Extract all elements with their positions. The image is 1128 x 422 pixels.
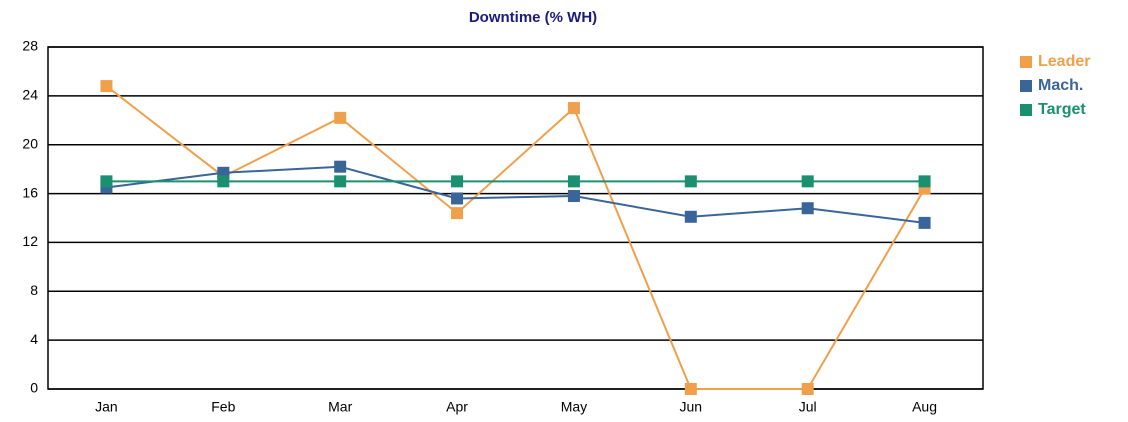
point-marker bbox=[100, 80, 113, 93]
legend-swatch bbox=[1020, 56, 1032, 68]
x-tick-label: Feb bbox=[211, 399, 235, 415]
y-tick-label: 20 bbox=[22, 135, 38, 151]
point-marker bbox=[684, 383, 697, 395]
legend-swatch bbox=[1020, 104, 1032, 116]
y-tick-label: 24 bbox=[22, 87, 38, 103]
point-marker bbox=[451, 207, 464, 220]
point-marker bbox=[334, 111, 347, 124]
point-marker bbox=[684, 210, 697, 223]
y-tick-label: 8 bbox=[30, 282, 38, 298]
x-tick-label: Apr bbox=[446, 399, 468, 415]
x-tick-label: Mar bbox=[328, 399, 352, 415]
point-marker bbox=[217, 175, 230, 188]
x-tick-label: Jun bbox=[680, 399, 703, 415]
legend-label: Mach. bbox=[1038, 77, 1083, 94]
point-marker bbox=[334, 175, 347, 188]
point-marker bbox=[451, 175, 464, 188]
x-tick-label: Jul bbox=[799, 399, 817, 415]
point-marker bbox=[801, 383, 814, 395]
point-marker bbox=[801, 175, 814, 188]
series-line bbox=[106, 165, 925, 224]
point-marker bbox=[567, 102, 580, 115]
y-tick-label: 28 bbox=[22, 38, 38, 54]
series-line bbox=[105, 85, 926, 390]
plot-border bbox=[47, 46, 984, 390]
legend-swatch bbox=[1020, 80, 1032, 92]
point-marker bbox=[918, 175, 931, 188]
point-marker bbox=[801, 202, 814, 215]
point-marker bbox=[100, 175, 113, 188]
legend-label: Leader bbox=[1038, 53, 1090, 70]
y-tick-label: 0 bbox=[30, 380, 38, 396]
x-tick-label: Jan bbox=[95, 399, 118, 415]
y-tick-label: 4 bbox=[30, 331, 38, 347]
y-tick-label: 16 bbox=[22, 184, 38, 200]
point-marker bbox=[567, 175, 580, 188]
y-tick-label: 12 bbox=[22, 233, 38, 249]
x-tick-label: May bbox=[561, 399, 587, 415]
chart-title: Downtime (% WH) bbox=[469, 9, 597, 26]
point-marker bbox=[567, 190, 580, 203]
point-marker bbox=[451, 192, 464, 205]
x-tick-label: Aug bbox=[912, 399, 937, 415]
point-marker bbox=[918, 216, 931, 229]
point-marker bbox=[684, 175, 697, 188]
legend-label: Target bbox=[1038, 101, 1086, 118]
point-marker bbox=[334, 160, 347, 173]
